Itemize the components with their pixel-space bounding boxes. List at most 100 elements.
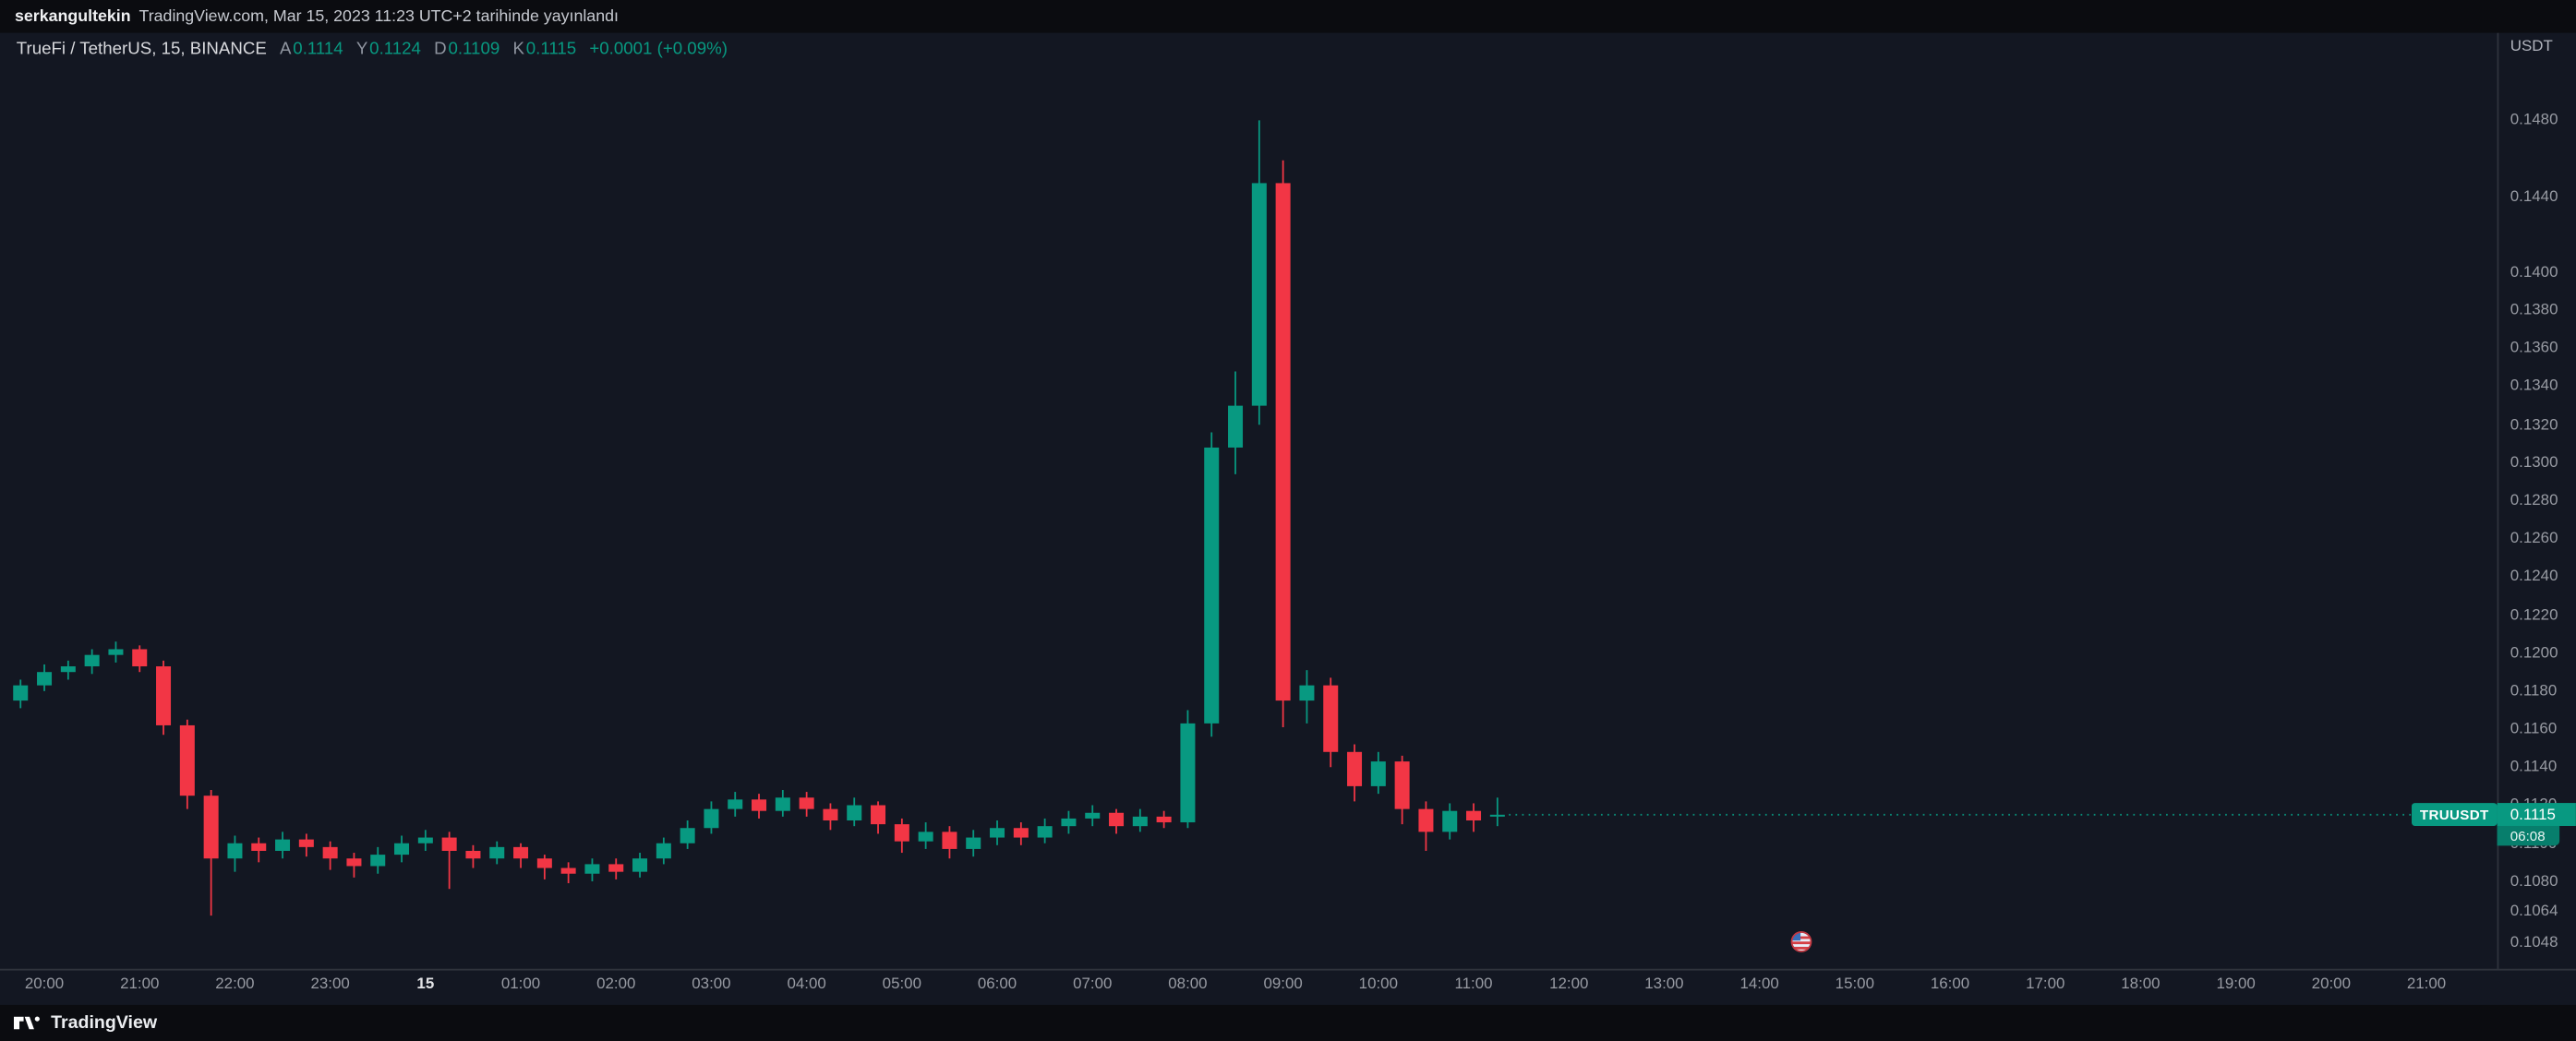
publisher-username[interactable]: serkangultekin xyxy=(15,7,131,26)
candle xyxy=(728,792,743,817)
candle xyxy=(1251,120,1267,425)
candle xyxy=(775,790,790,817)
candle xyxy=(942,826,957,859)
candle xyxy=(1061,810,1077,834)
candle xyxy=(1275,160,1291,727)
price-axis-label: 0.1140 xyxy=(2510,758,2558,777)
candle xyxy=(227,835,243,872)
high-label: Y xyxy=(355,39,368,60)
time-axis-label: 21:00 xyxy=(120,975,160,994)
candle xyxy=(823,803,838,831)
time-axis-label: 11:00 xyxy=(1454,975,1493,994)
candle xyxy=(60,660,76,680)
tradingview-logo-icon[interactable] xyxy=(13,1011,41,1035)
price-axis-label: 0.1280 xyxy=(2510,491,2558,510)
candle xyxy=(346,853,362,878)
symbol-legend[interactable]: TrueFi / TetherUS, 15, BINANCE A 0.1114 … xyxy=(17,40,728,59)
price-axis-label: 0.1380 xyxy=(2510,301,2558,320)
price-axis-label: 0.1260 xyxy=(2510,530,2558,548)
price-axis-label: 0.1480 xyxy=(2510,111,2558,130)
footer-bar: TradingView xyxy=(0,1004,2576,1041)
time-axis-label: 06:00 xyxy=(977,975,1017,994)
price-axis-label: 0.1300 xyxy=(2510,453,2558,473)
candle xyxy=(251,837,267,863)
candle xyxy=(680,820,695,849)
ohlc-high: Y 0.1124 xyxy=(356,40,421,59)
time-axis-label: 07:00 xyxy=(1073,975,1113,994)
candle xyxy=(632,853,648,878)
time-axis-label: 19:00 xyxy=(2216,975,2256,994)
price-scale-currency[interactable]: USDT xyxy=(2510,37,2553,56)
time-axis-label: 12:00 xyxy=(1549,975,1589,994)
candle xyxy=(584,858,600,881)
candle xyxy=(1013,822,1029,845)
candle xyxy=(1442,803,1458,840)
close-label: K xyxy=(512,39,524,60)
low-value: 0.1109 xyxy=(448,39,500,60)
ohlc-close: K 0.1115 xyxy=(512,40,576,59)
candle xyxy=(1394,755,1410,825)
symbol-price-tag[interactable]: TRUUSDT xyxy=(2411,803,2498,827)
economic-event-flag-icon[interactable] xyxy=(1790,931,1812,952)
candle xyxy=(990,820,1005,845)
candle xyxy=(13,679,29,709)
candle xyxy=(1347,744,1363,802)
candle xyxy=(1228,371,1244,474)
time-axis-label: 01:00 xyxy=(500,975,541,994)
candle xyxy=(394,835,410,863)
candle xyxy=(1323,677,1339,768)
candle xyxy=(1037,818,1053,844)
symbol-title[interactable]: TrueFi / TetherUS, 15, BINANCE xyxy=(16,39,267,60)
price-axis-label: 0.1400 xyxy=(2510,263,2558,282)
change-value: +0.0001 (+0.09%) xyxy=(589,39,728,60)
open-value: 0.1114 xyxy=(293,39,343,60)
price-axis-label: 0.1220 xyxy=(2510,605,2558,625)
ohlc-open: A 0.1114 xyxy=(280,40,343,59)
candle xyxy=(966,830,981,857)
candle xyxy=(704,801,719,834)
time-axis-label: 02:00 xyxy=(596,975,636,994)
candle xyxy=(871,801,886,834)
candle xyxy=(179,719,195,809)
time-axis-label: 20:00 xyxy=(24,975,65,994)
tradingview-brand[interactable]: TradingView xyxy=(51,1012,158,1034)
low-label: D xyxy=(434,39,447,60)
time-axis-label: 15:00 xyxy=(1835,975,1874,994)
candle xyxy=(156,660,172,736)
candle xyxy=(513,843,529,868)
time-axis-label: 18:00 xyxy=(2121,975,2161,994)
candle xyxy=(799,792,814,817)
candle xyxy=(847,797,862,827)
price-axis-label: 0.1160 xyxy=(2510,720,2558,738)
candle xyxy=(84,649,100,675)
price-axis-label: 0.1048 xyxy=(2510,933,2558,951)
time-axis[interactable]: 20:00 21:00 22:00 23:00 15 01:00 02:00 03:00 04:… xyxy=(0,969,2576,1005)
candle xyxy=(465,844,481,868)
price-axis-label: 0.1340 xyxy=(2510,377,2558,396)
time-axis-label: 03:00 xyxy=(692,975,731,994)
candle xyxy=(37,664,53,691)
ohlc-low: D 0.1109 xyxy=(434,40,500,59)
time-axis-label: 16:00 xyxy=(1930,975,1970,994)
last-price-label: 0.1115 xyxy=(2497,803,2576,827)
price-axis-label: 0.1200 xyxy=(2510,643,2558,663)
price-axis-label: 0.1080 xyxy=(2510,872,2558,891)
price-axis-label: 0.1064 xyxy=(2510,903,2558,921)
time-axis-label: 21:00 xyxy=(2406,975,2447,994)
publish-timestamp: TradingView.com, Mar 15, 2023 11:23 UTC+… xyxy=(138,7,619,26)
candle xyxy=(203,790,219,916)
candle xyxy=(1204,432,1220,737)
time-axis-label: 15 xyxy=(416,975,435,994)
candle xyxy=(1466,803,1482,832)
candle xyxy=(656,837,671,865)
candle xyxy=(918,822,933,849)
candle xyxy=(322,841,338,870)
candle xyxy=(108,641,124,663)
candle xyxy=(275,832,291,859)
time-axis-label: 13:00 xyxy=(1644,975,1684,994)
time-axis-label: 09:00 xyxy=(1263,975,1303,994)
time-axis-label: 17:00 xyxy=(2026,975,2065,994)
time-axis-label: 10:00 xyxy=(1358,975,1398,994)
